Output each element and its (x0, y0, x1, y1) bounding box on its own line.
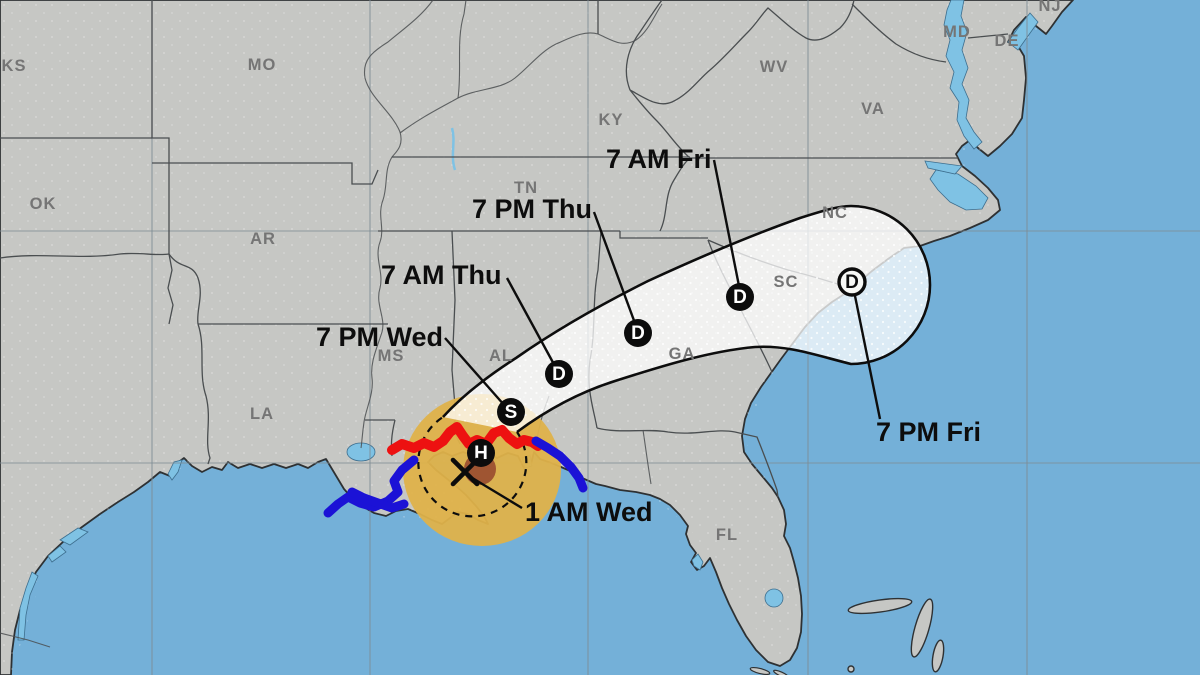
state-label-wv: WV (760, 58, 789, 76)
forecast-point-5: D (726, 283, 754, 311)
border-md-va-potomac (851, 3, 947, 63)
albemarle-sound (924, 160, 963, 175)
forecast-point-3: D (545, 360, 573, 388)
state-label-tn: TN (514, 179, 538, 197)
hurricane-warning (387, 422, 543, 455)
leader-line (712, 159, 742, 292)
leader-line (444, 337, 506, 407)
leader-lines (444, 159, 882, 420)
lake-okeechobee (764, 588, 784, 608)
tennessee-river (450, 127, 457, 171)
forecast-point-2: S (497, 398, 525, 426)
state-label-la: LA (250, 405, 274, 423)
forecast-point-4: D (624, 319, 652, 347)
leader-line (592, 211, 638, 327)
border-ks-mo-ok (151, 0, 170, 254)
tropical-storm-warning (347, 487, 409, 513)
state-label-al: AL (489, 347, 513, 365)
marker-circle (624, 319, 652, 347)
lake-pontchartrain (346, 442, 376, 462)
laguna-madre (17, 571, 39, 641)
marker-letter: D (845, 272, 859, 293)
apalachicola-river (642, 429, 652, 485)
marker-letter: D (733, 287, 747, 308)
state-label-sc: SC (774, 273, 799, 291)
state-label-de: DE (995, 32, 1020, 50)
leader-line (852, 290, 882, 420)
state-label-nj: NJ (1038, 0, 1061, 15)
pamlico-sound (929, 169, 989, 211)
state-label-mo: MO (248, 56, 277, 74)
marker-letter: D (552, 364, 566, 385)
time-label: 7 PM Thu (472, 194, 592, 224)
tampa-bay (691, 553, 704, 571)
state-label-ks: KS (2, 57, 27, 75)
time-labels: 7 PM Wed 7 AM Thu 7 PM Thu 7 AM Fri 7 PM Fri (316, 144, 981, 447)
leader-line (505, 277, 558, 369)
border-fl-ga (596, 427, 779, 498)
marker-circle (497, 398, 525, 426)
state-label-ky: KY (599, 111, 624, 129)
border-md-de (967, 33, 1009, 39)
leader-line (468, 474, 523, 510)
mississippi-river (360, 0, 434, 449)
time-label: 7 AM Fri (606, 144, 712, 174)
delaware-bay (1007, 12, 1039, 51)
san-antonio-bay (47, 545, 67, 563)
ohio-river (399, 3, 663, 134)
marker-letter: D (631, 323, 645, 344)
border-ky-va (629, 89, 691, 159)
florida-keys (749, 666, 789, 675)
state-label-fl: FL (716, 526, 738, 544)
border-tn-nc (659, 157, 691, 232)
tropical-storm-warning (531, 436, 588, 493)
current-position-x-icon (450, 457, 480, 487)
galveston-bay (167, 459, 183, 481)
border-ky-tn-va-nc (392, 156, 958, 159)
border-ok-ar (167, 253, 174, 325)
marker-circle (545, 360, 573, 388)
coastal-warnings (323, 422, 588, 518)
time-label: 7 AM Thu (381, 260, 502, 290)
rio-grande (0, 632, 51, 648)
bahamas-islands (847, 597, 945, 673)
border-wv-oh (625, 0, 663, 91)
border-tx-ok-red-river (0, 252, 201, 325)
lakes-and-bays (17, 0, 1039, 641)
marker-circle-open (837, 267, 867, 297)
border-wv-va (629, 0, 855, 105)
state-label-md: MD (943, 23, 971, 41)
state-label-ar: AR (250, 230, 276, 248)
state-labels: KS MO OK AR LA MS AL TN KY GA FL SC NC VA WV MD DE NJ (2, 0, 1061, 544)
forecast-point-6: D (837, 267, 867, 297)
state-label-nc: NC (822, 204, 848, 222)
border-ga-nc (619, 231, 708, 239)
border-mo-ar (152, 162, 379, 185)
time-label: 1 AM Wed (525, 497, 653, 527)
state-label-va: VA (861, 100, 885, 118)
marker-circle (726, 283, 754, 311)
current-position: 1 AM Wed (450, 457, 653, 527)
land-texture (0, 0, 1073, 675)
time-label: 7 PM Fri (876, 417, 981, 447)
forecast-cone-border (442, 204, 932, 434)
wabash-river (457, 0, 467, 99)
time-label: 7 PM Wed (316, 322, 443, 352)
marker-letter: S (505, 402, 518, 423)
state-label-ok: OK (30, 195, 57, 213)
chesapeake-bay (943, 0, 983, 150)
matagorda-bay (59, 527, 89, 546)
border-tx-la-sabine (197, 323, 211, 465)
state-label-ms: MS (378, 347, 405, 365)
state-label-ga: GA (669, 345, 696, 363)
